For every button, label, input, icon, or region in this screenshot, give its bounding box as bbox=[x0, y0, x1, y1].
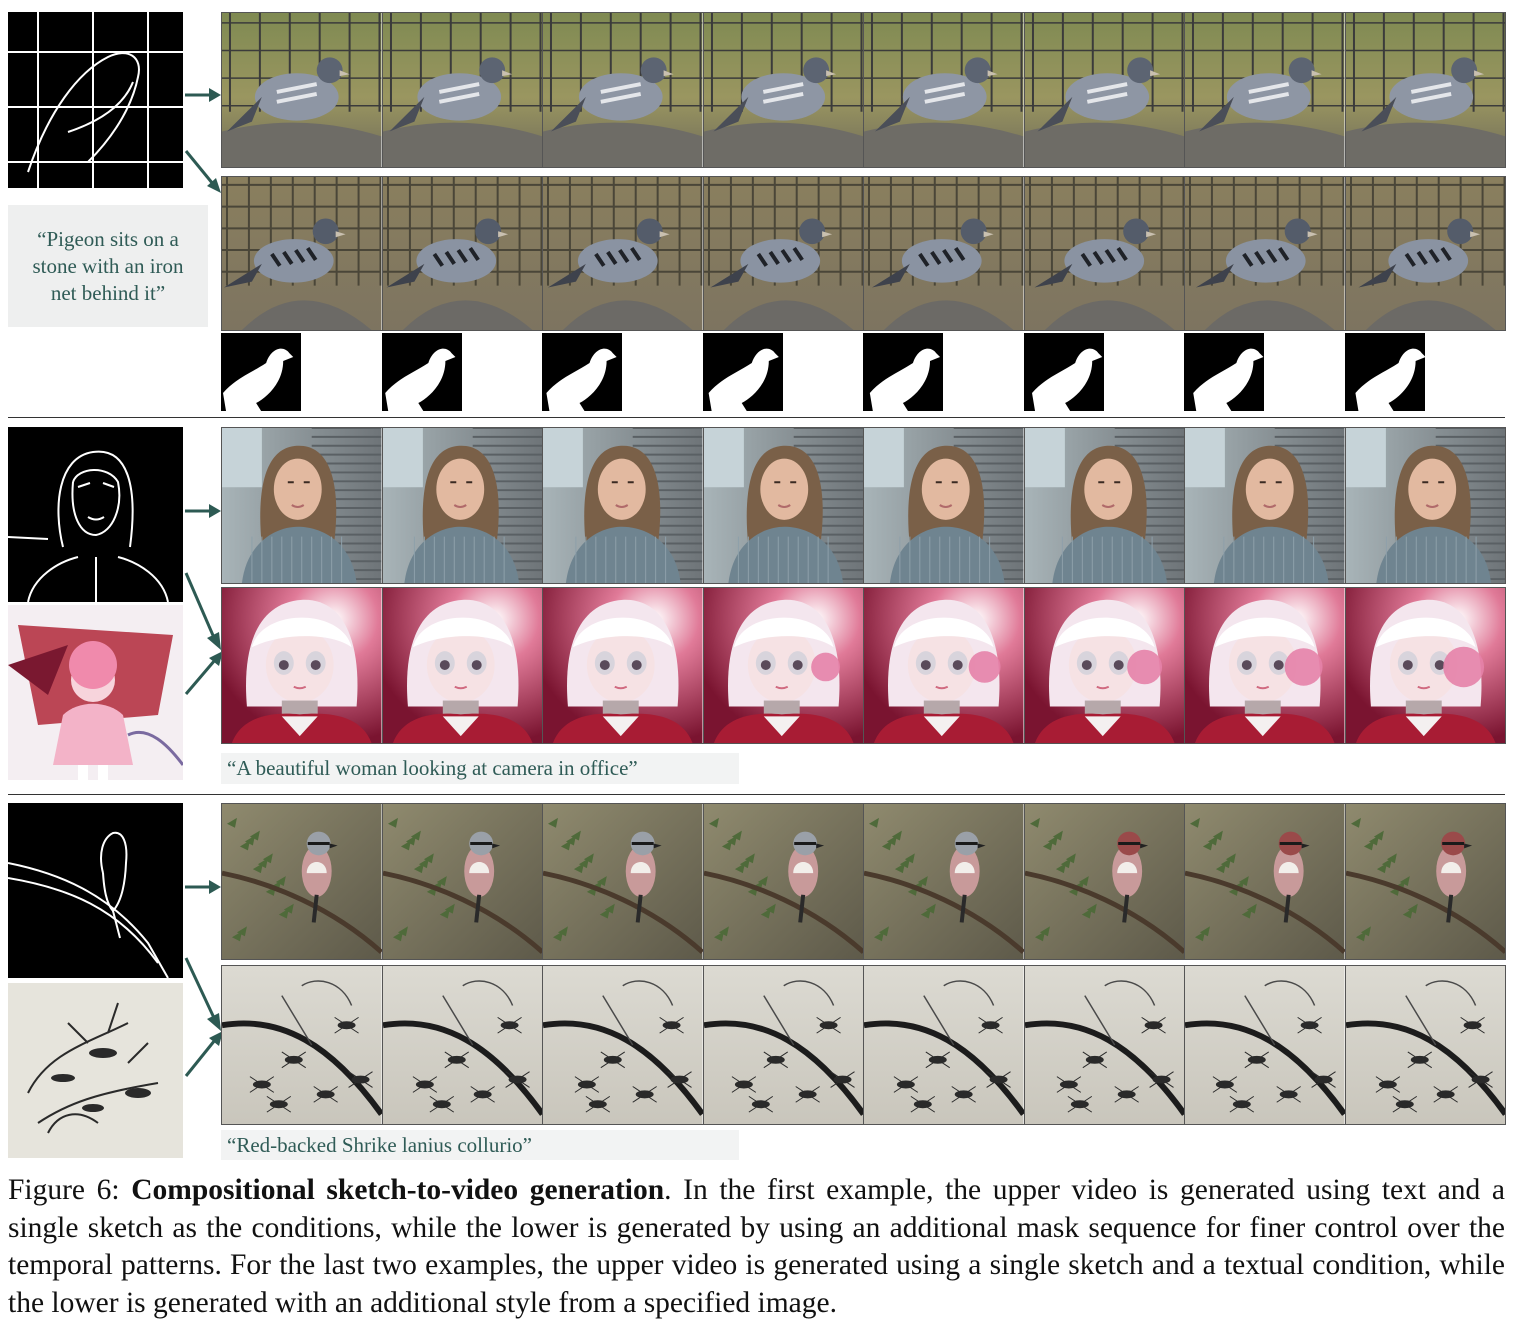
video-frame bbox=[863, 587, 1025, 744]
video-frame bbox=[1344, 12, 1506, 168]
video-frame bbox=[863, 803, 1025, 960]
video-frame bbox=[1344, 803, 1506, 960]
video-frame bbox=[702, 965, 864, 1125]
figure-caption: Figure 6: Compositional sketch-to-video … bbox=[8, 1172, 1505, 1322]
prompt-box: “Red-backed Shrike lanius collurio” bbox=[221, 1130, 739, 1160]
video-frame bbox=[1344, 587, 1506, 744]
video-frame bbox=[381, 12, 543, 168]
prompt-box: “A beautiful woman looking at camera in … bbox=[221, 753, 739, 784]
video-frame bbox=[1184, 803, 1346, 960]
video-frame bbox=[702, 803, 864, 960]
video-frame bbox=[1023, 587, 1185, 744]
video-frame bbox=[702, 176, 864, 331]
separator bbox=[8, 794, 1505, 795]
video-frame bbox=[381, 176, 543, 331]
mask-frame bbox=[1184, 333, 1265, 411]
arrow-icon bbox=[184, 150, 221, 193]
video-frame bbox=[1344, 965, 1506, 1125]
video-frame bbox=[1184, 427, 1346, 584]
video-frame bbox=[221, 803, 383, 960]
video-frame bbox=[542, 803, 704, 960]
video-frame bbox=[221, 587, 383, 744]
video-frame bbox=[221, 12, 383, 168]
separator bbox=[8, 417, 1505, 418]
video-frame bbox=[702, 587, 864, 744]
video-frame bbox=[221, 176, 383, 331]
prompt-text: “Pigeon sits on a stone with an iron net… bbox=[32, 226, 184, 305]
video-frame bbox=[1023, 965, 1185, 1125]
video-frame bbox=[542, 587, 704, 744]
video-frame bbox=[1023, 176, 1185, 331]
video-frame bbox=[1023, 803, 1185, 960]
video-row bbox=[221, 587, 1506, 744]
video-frame bbox=[702, 427, 864, 584]
video-frame bbox=[863, 965, 1025, 1125]
video-frame bbox=[1184, 12, 1346, 168]
video-frame bbox=[542, 176, 704, 331]
video-frame bbox=[381, 427, 543, 584]
arrow-icon bbox=[185, 88, 221, 102]
mask-frame bbox=[702, 333, 783, 411]
prompt-text: “Red-backed Shrike lanius collurio” bbox=[227, 1133, 532, 1157]
caption-label: Figure 6: bbox=[8, 1174, 120, 1206]
video-frame bbox=[381, 587, 543, 744]
video-frame bbox=[221, 427, 383, 584]
mask-frame bbox=[1344, 333, 1425, 411]
video-row bbox=[221, 965, 1506, 1125]
mask-frame bbox=[381, 333, 462, 411]
arrow-icon bbox=[185, 880, 221, 894]
video-frame bbox=[1184, 176, 1346, 331]
video-row bbox=[221, 12, 1506, 168]
woman-sketch bbox=[8, 427, 183, 602]
arrow-icon bbox=[185, 504, 221, 518]
video-frame bbox=[1344, 427, 1506, 584]
video-frame bbox=[1023, 12, 1185, 168]
arrow-icon bbox=[184, 957, 221, 1031]
anime-style-image bbox=[8, 605, 183, 780]
video-row bbox=[221, 803, 1506, 960]
video-frame bbox=[381, 803, 543, 960]
video-frame bbox=[863, 176, 1025, 331]
video-row bbox=[221, 176, 1506, 331]
video-frame bbox=[1184, 587, 1346, 744]
prompt-text: “A beautiful woman looking at camera in … bbox=[227, 756, 638, 780]
shrike-sketch bbox=[8, 803, 183, 978]
arrow-icon bbox=[184, 572, 221, 650]
video-frame bbox=[1344, 176, 1506, 331]
prompt-box: “Pigeon sits on a stone with an iron net… bbox=[8, 205, 208, 327]
mask-frame bbox=[1023, 333, 1104, 411]
ink-style-image bbox=[8, 983, 183, 1158]
video-frame bbox=[863, 427, 1025, 584]
arrow-icon bbox=[184, 651, 223, 695]
mask-frame bbox=[863, 333, 944, 411]
mask-frame bbox=[221, 333, 302, 411]
caption-body: . In the first example, the upper video … bbox=[8, 1174, 1505, 1319]
pigeon-sketch bbox=[8, 12, 183, 188]
video-frame bbox=[863, 12, 1025, 168]
mask-frame bbox=[542, 333, 623, 411]
mask-row bbox=[221, 333, 1505, 411]
video-frame bbox=[381, 965, 543, 1125]
video-frame bbox=[542, 965, 704, 1125]
video-row bbox=[221, 427, 1506, 584]
video-frame bbox=[1023, 427, 1185, 584]
arrow-icon bbox=[184, 1031, 223, 1077]
video-frame bbox=[702, 12, 864, 168]
video-frame bbox=[221, 965, 383, 1125]
video-frame bbox=[1184, 965, 1346, 1125]
video-frame bbox=[542, 427, 704, 584]
video-frame bbox=[542, 12, 704, 168]
caption-title: Compositional sketch-to-video generation bbox=[131, 1174, 665, 1206]
